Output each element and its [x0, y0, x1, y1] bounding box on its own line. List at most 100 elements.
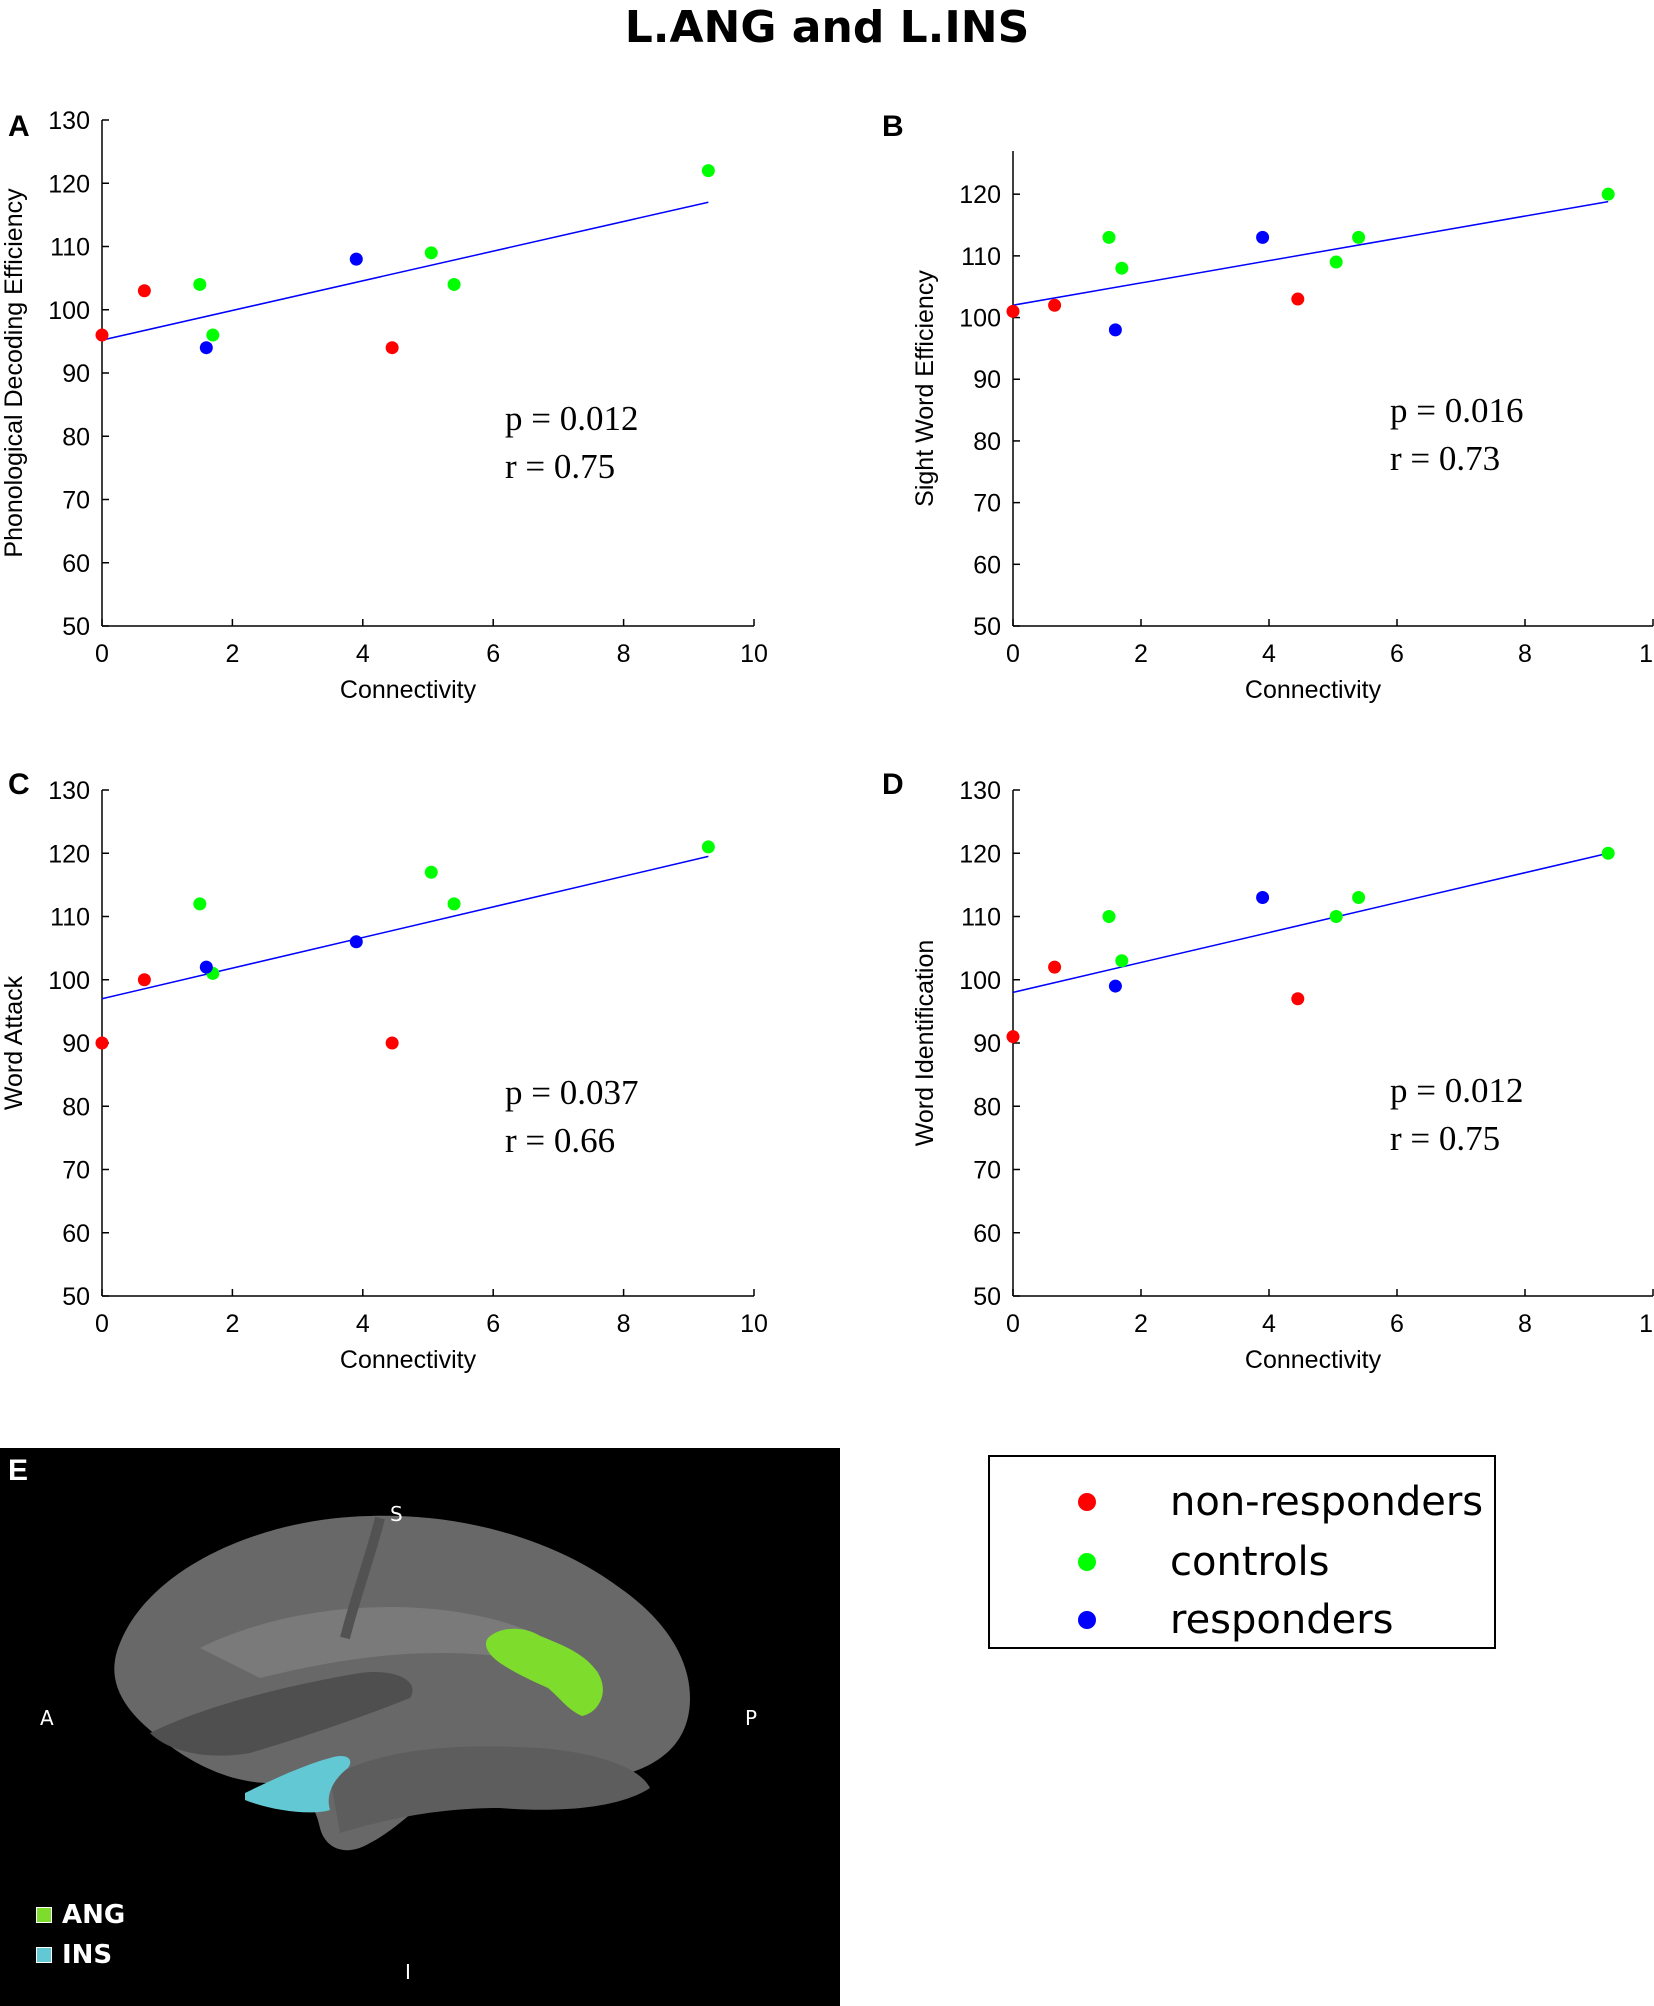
y-tick-label: 90 [62, 1030, 90, 1058]
ins-swatch-icon [36, 1947, 52, 1963]
legend-item-non-responders: non-responders [990, 1475, 1494, 1531]
x-tick-label: 10 [1639, 1310, 1654, 1338]
y-tick-label: 90 [973, 1030, 1001, 1058]
y-axis-label: Phonological Decoding Efficiency [0, 188, 28, 558]
temporal-lobe [330, 1746, 650, 1833]
green-dot-icon [1078, 1553, 1096, 1571]
y-tick-label: 130 [48, 777, 90, 805]
data-point-non-responders [385, 1036, 399, 1050]
lateral-fissure [150, 1672, 413, 1756]
data-point-non-responders [385, 341, 399, 355]
y-tick-label: 110 [961, 904, 1001, 932]
legend-item-responders: responders [990, 1593, 1494, 1649]
x-axis-label: Connectivity [340, 676, 477, 704]
x-tick-label: 6 [486, 1310, 500, 1338]
regression-line [101, 201, 709, 341]
data-point-responders [199, 341, 213, 355]
y-tick-label: 70 [62, 1157, 90, 1185]
region-label-ang: ANG [62, 1900, 126, 1930]
legend-label: responders [1170, 1597, 1394, 1643]
data-point-non-responders [1291, 292, 1305, 306]
data-point-controls [206, 328, 220, 342]
y-tick-label: 80 [973, 1093, 1001, 1121]
blue-dot-icon [1078, 1611, 1096, 1629]
scatter-plot-c: 50 60 70 80 90 100 110 120 130 0 2 4 6 8 10 Connectivit… [0, 777, 768, 1374]
stat-annotation: r = 0.75 [1390, 1119, 1500, 1158]
legend-label: non-responders [1170, 1479, 1484, 1525]
panel-letter-c: C [8, 768, 30, 801]
x-tick-label: 8 [1518, 1310, 1532, 1338]
y-tick-label: 70 [973, 490, 1001, 518]
brain-illustration [114, 1515, 691, 1851]
y-axis-label: Sight Word Efficiency [911, 270, 939, 507]
stat-annotation: r = 0.73 [1390, 439, 1500, 478]
x-tick-label: 4 [356, 1310, 370, 1338]
y-tick-label: 100 [48, 297, 90, 325]
data-point-non-responders [1291, 992, 1305, 1006]
x-tick-label: 0 [1006, 1310, 1020, 1338]
data-point-controls [1115, 261, 1129, 275]
brain-sulcus [340, 1516, 385, 1640]
scatter-plot-a: 50 60 70 80 90 100 110 120 130 0 2 4 6 8 10 Connectivit… [0, 107, 768, 704]
x-tick-label: 2 [225, 1310, 239, 1338]
data-point-controls [1352, 230, 1366, 244]
stat-annotation: r = 0.75 [505, 447, 615, 486]
y-tick-label: 90 [62, 360, 90, 388]
data-point-non-responders [1006, 304, 1020, 318]
data-point-controls [447, 277, 461, 291]
panel-letter-b: B [882, 110, 904, 143]
data-point-non-responders [137, 284, 151, 298]
data-point-controls [1601, 846, 1615, 860]
x-tick-label: 10 [1639, 640, 1654, 668]
data-point-controls [1352, 891, 1366, 905]
y-tick-label: 60 [973, 1220, 1001, 1248]
ang-region [485, 1628, 603, 1716]
regression-line [1012, 852, 1609, 994]
x-tick-label: 6 [486, 640, 500, 668]
data-point-controls [701, 164, 715, 178]
x-tick-label: 10 [740, 640, 768, 668]
data-point-controls [1329, 255, 1343, 269]
y-tick-label: 50 [973, 1283, 1001, 1311]
x-axis-label: Connectivity [340, 1346, 477, 1374]
region-key-ins: INS [36, 1940, 112, 1970]
y-tick-label: 70 [973, 1157, 1001, 1185]
panel-letter-e: E [8, 1454, 29, 1487]
y-tick-label: 60 [973, 551, 1001, 579]
figure-title: L.ANG and L.INS [624, 2, 1030, 53]
stat-annotation: p = 0.037 [505, 1073, 639, 1112]
scatter-plot-d: 50 60 70 80 90 100 110 120 130 0 2 4 6 8 10 Connectivit… [911, 777, 1654, 1374]
data-point-non-responders [1006, 1030, 1020, 1044]
orientation-posterior: P [745, 1706, 758, 1730]
x-axis-label: Connectivity [1245, 676, 1382, 704]
legend-item-controls: controls [990, 1535, 1494, 1591]
y-tick-label: 130 [959, 777, 1001, 805]
x-tick-label: 2 [225, 640, 239, 668]
data-point-controls [447, 897, 461, 911]
data-point-non-responders [1048, 960, 1062, 974]
y-tick-label: 80 [62, 1093, 90, 1121]
data-point-responders [349, 935, 363, 949]
x-tick-label: 8 [617, 1310, 631, 1338]
x-tick-label: 4 [356, 640, 370, 668]
x-tick-label: 8 [617, 640, 631, 668]
x-tick-label: 6 [1390, 640, 1404, 668]
ins-region [245, 1756, 351, 1813]
panel-letter-a: A [8, 110, 30, 143]
y-tick-label: 80 [62, 423, 90, 451]
x-axis-label: Connectivity [1245, 1346, 1382, 1374]
data-point-responders [1108, 979, 1122, 993]
y-tick-label: 110 [50, 234, 90, 262]
data-point-controls [1115, 954, 1129, 968]
y-tick-label: 120 [959, 181, 1001, 209]
orientation-anterior: A [40, 1706, 54, 1730]
y-tick-label: 50 [973, 613, 1001, 641]
data-point-responders [1256, 230, 1270, 244]
y-axis-label: Word Identification [911, 940, 939, 1147]
y-axis-label: Word Attack [0, 975, 28, 1110]
y-tick-label: 130 [48, 107, 90, 135]
orientation-inferior: I [405, 1960, 411, 1984]
y-tick-label: 60 [62, 550, 90, 578]
data-point-responders [199, 960, 213, 974]
orientation-superior: S [390, 1502, 403, 1526]
